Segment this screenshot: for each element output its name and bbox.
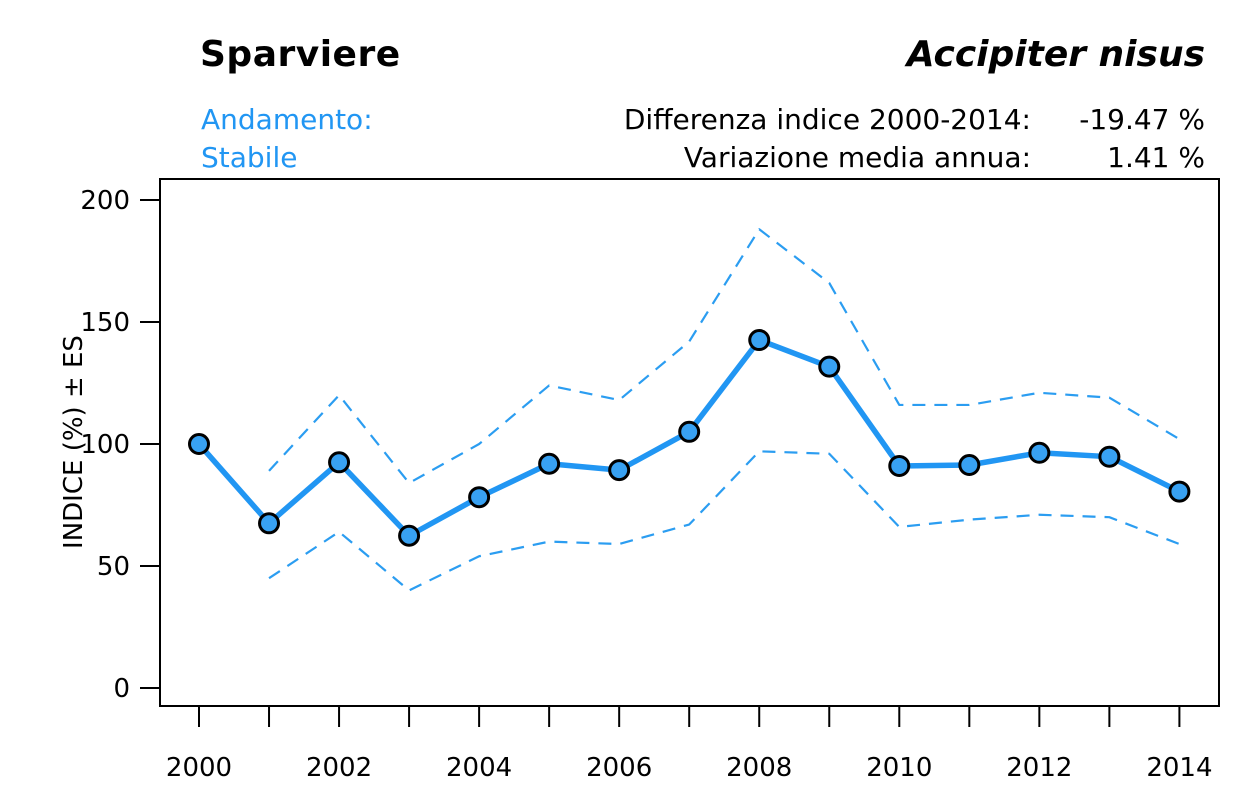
y-tick-label: 0: [113, 674, 130, 704]
data-point-2011: [958, 453, 981, 476]
y-tick-label: 200: [80, 186, 130, 216]
data-point-2008: [748, 329, 771, 352]
x-tick-label: 2002: [306, 753, 372, 783]
x-tick-label: 2014: [1146, 753, 1212, 783]
y-axis: 0 50 100 150 200: [80, 186, 160, 704]
data-point-2012: [1028, 441, 1051, 464]
page-title: Sparviere: [200, 34, 401, 75]
data-point-2014: [1168, 480, 1191, 503]
x-axis: 2000 2002 2004 2006 2008 2010 2012 2014: [166, 706, 1212, 783]
y-tick-label: 100: [80, 430, 130, 460]
data-point-2005: [538, 452, 561, 475]
x-tick-label: 2008: [726, 753, 792, 783]
stat-annual-variation-label: Variazione media annua:: [683, 141, 1031, 174]
stat-index-difference-label: Differenza indice 2000-2014:: [623, 103, 1031, 136]
x-tick-label: 2010: [866, 753, 932, 783]
data-point-2013: [1098, 445, 1121, 468]
data-point-2007: [678, 420, 701, 443]
data-point-2010: [888, 454, 911, 477]
y-tick-label: 150: [80, 308, 130, 338]
x-tick-label: 2000: [166, 753, 232, 783]
data-point-2000: [188, 433, 210, 455]
species-scientific-name: Accipiter nisus: [906, 34, 1205, 75]
data-point-2003: [398, 524, 421, 547]
dashed-series-limite-superiore-ES: [268, 228, 1180, 485]
data-point-2006: [608, 459, 631, 482]
data-point-2009: [818, 355, 841, 378]
dashed-series-limite-inferiore-ES: [268, 450, 1180, 592]
y-tick-label: 50: [97, 552, 130, 582]
data-point-2004: [468, 486, 491, 509]
trend-label: Andamento:: [201, 103, 373, 136]
data-point-2001: [258, 512, 281, 535]
stat-index-difference-value: -19.47 %: [1079, 103, 1205, 136]
x-tick-label: 2004: [446, 753, 512, 783]
trend-value: Stabile: [201, 141, 298, 174]
x-tick-label: 2006: [586, 753, 652, 783]
x-tick-label: 2012: [1006, 753, 1072, 783]
stat-annual-variation-value: 1.41 %: [1107, 141, 1205, 174]
data-point-2002: [328, 451, 351, 474]
